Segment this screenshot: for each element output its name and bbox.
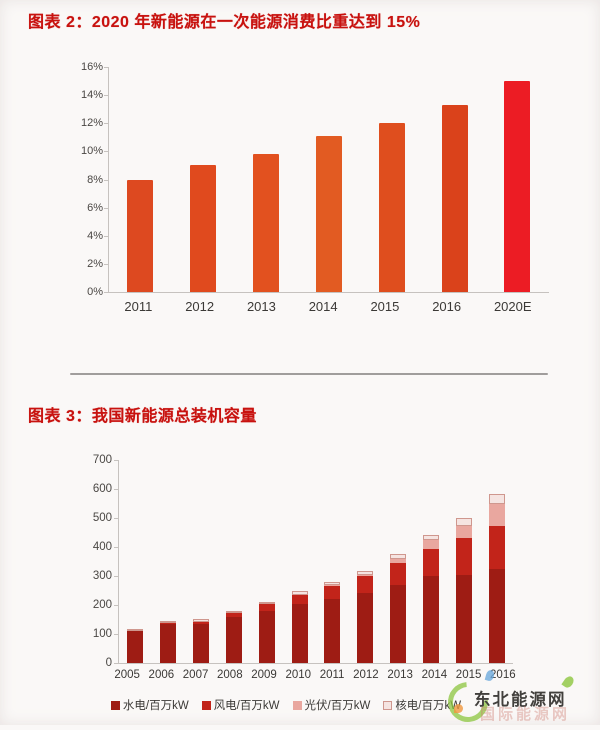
- legend-swatch-icon: [293, 701, 302, 710]
- y-axis-tick-label: 4%: [60, 230, 103, 242]
- stacked-bar-2005: [127, 629, 143, 663]
- section-divider: [70, 373, 548, 375]
- bar-2011: [127, 180, 153, 293]
- segment-水电-2006: [160, 624, 176, 663]
- y-axis-tick-label: 100: [72, 628, 112, 640]
- legend-swatch-icon: [202, 701, 211, 710]
- x-axis-tick-label: 2010: [285, 669, 311, 681]
- bar-2016: [442, 105, 468, 292]
- segment-风电-2012: [357, 576, 373, 593]
- segment-水电-2007: [193, 624, 209, 663]
- watermark-blue-drop-icon: [485, 669, 496, 682]
- x-axis-tick-label: 2016: [432, 299, 461, 314]
- x-axis-tick-label: 2013: [247, 299, 276, 314]
- y-axis-tick-label: 700: [72, 454, 112, 466]
- x-axis-tick-label: 2015: [370, 299, 399, 314]
- segment-风电-2016: [489, 526, 505, 569]
- segment-风电-2011: [324, 586, 340, 599]
- segment-水电-2009: [259, 611, 275, 663]
- x-axis-tick-label: 2014: [309, 299, 338, 314]
- chart1-x-axis-labels: 2011 2012 2013 2014 2015 2016 2020E: [108, 299, 548, 314]
- stacked-bar-2009: [259, 602, 275, 663]
- stacked-bar-2011: [324, 582, 340, 663]
- y-axis-tick-label: 400: [72, 541, 112, 553]
- stacked-bar-2010: [292, 591, 308, 663]
- figure3-title: 图表 3：我国新能源总装机容量: [28, 402, 257, 426]
- x-axis-tick-label: 2008: [217, 669, 243, 681]
- segment-水电-2011: [324, 599, 340, 663]
- chart1-plot-area: [108, 67, 549, 293]
- legend-label: 光伏/百万kW: [305, 697, 371, 713]
- x-axis-tick-label: 2011: [320, 669, 345, 681]
- segment-水电-2015: [456, 575, 472, 663]
- legend-label: 风电/百万kW: [214, 697, 280, 713]
- bar-2013: [253, 154, 279, 292]
- segment-水电-2008: [226, 617, 242, 663]
- watermark-ghost-text: 国际能源网: [480, 703, 570, 724]
- stacked-bar-2012: [357, 571, 373, 663]
- segment-风电-2010: [292, 595, 308, 604]
- bar-2014: [316, 136, 342, 292]
- y-axis-tick-label: 6%: [60, 202, 103, 214]
- y-axis-tick-label: 0: [72, 657, 112, 669]
- y-axis-tick-label: 500: [72, 512, 112, 524]
- segment-水电-2010: [292, 604, 308, 663]
- y-axis-tick-label: 300: [72, 570, 112, 582]
- segment-水电-2005: [127, 631, 143, 663]
- segment-风电-2015: [456, 538, 472, 574]
- y-axis-tick-label: 600: [72, 483, 112, 495]
- stacked-bar-2008: [226, 611, 242, 663]
- legend-item-光伏: 光伏/百万kW: [293, 697, 371, 713]
- segment-核电-2016: [489, 494, 505, 504]
- chart2-plot-area: [118, 460, 513, 664]
- y-axis-tick-label: 16%: [60, 61, 103, 73]
- watermark: 东北能源网 国际能源网: [446, 670, 596, 722]
- x-axis-tick-label: 2012: [185, 299, 214, 314]
- bar-2012: [190, 165, 216, 292]
- x-axis-tick-label: 2012: [353, 669, 379, 681]
- x-axis-tick-label: 2006: [149, 669, 175, 681]
- bar-2015: [379, 123, 405, 292]
- segment-水电-2016: [489, 569, 505, 663]
- y-axis-tick-label: 10%: [60, 145, 103, 157]
- stacked-bar-2007: [193, 619, 209, 663]
- segment-光伏-2016: [489, 504, 505, 526]
- legend-swatch-icon: [111, 701, 120, 710]
- segment-水电-2014: [423, 576, 439, 663]
- segment-水电-2013: [390, 585, 406, 663]
- x-axis-tick-label: 2014: [422, 669, 448, 681]
- stacked-bar-2013: [390, 554, 406, 663]
- x-axis-tick-label: 2011: [124, 299, 152, 314]
- segment-水电-2012: [357, 593, 373, 663]
- x-axis-tick-label: 2005: [114, 669, 140, 681]
- x-axis-tick-label: 2013: [387, 669, 413, 681]
- segment-光伏-2014: [423, 540, 439, 548]
- stacked-bar-2015: [456, 518, 472, 663]
- segment-核电-2015: [456, 518, 472, 526]
- segment-风电-2013: [390, 563, 406, 585]
- x-axis-tick-label: 2007: [183, 669, 209, 681]
- y-axis-tick-label: 12%: [60, 117, 103, 129]
- segment-风电-2014: [423, 549, 439, 577]
- y-axis-tick-label: 2%: [60, 258, 103, 270]
- legend-item-风电: 风电/百万kW: [202, 697, 280, 713]
- stacked-bar-2006: [160, 621, 176, 663]
- x-axis-tick-label: 2020E: [494, 299, 532, 314]
- stacked-bar-2016: [489, 494, 505, 663]
- y-axis-tick-label: 14%: [60, 89, 103, 101]
- legend-item-水电: 水电/百万kW: [111, 697, 189, 713]
- segment-光伏-2015: [456, 526, 472, 539]
- y-axis-tick-label: 8%: [60, 174, 103, 186]
- legend-label: 水电/百万kW: [123, 697, 189, 713]
- watermark-orange-dot-icon: [454, 704, 463, 713]
- stacked-bar-2014: [423, 535, 439, 663]
- bar-2020E: [504, 81, 530, 292]
- figure2-title: 图表 2：2020 年新能源在一次能源消费比重达到 15%: [28, 8, 420, 32]
- x-axis-tick-label: 2009: [251, 669, 277, 681]
- legend-swatch-icon: [383, 701, 392, 710]
- y-axis-tick-label: 200: [72, 599, 112, 611]
- y-axis-tick-label: 0%: [60, 286, 103, 298]
